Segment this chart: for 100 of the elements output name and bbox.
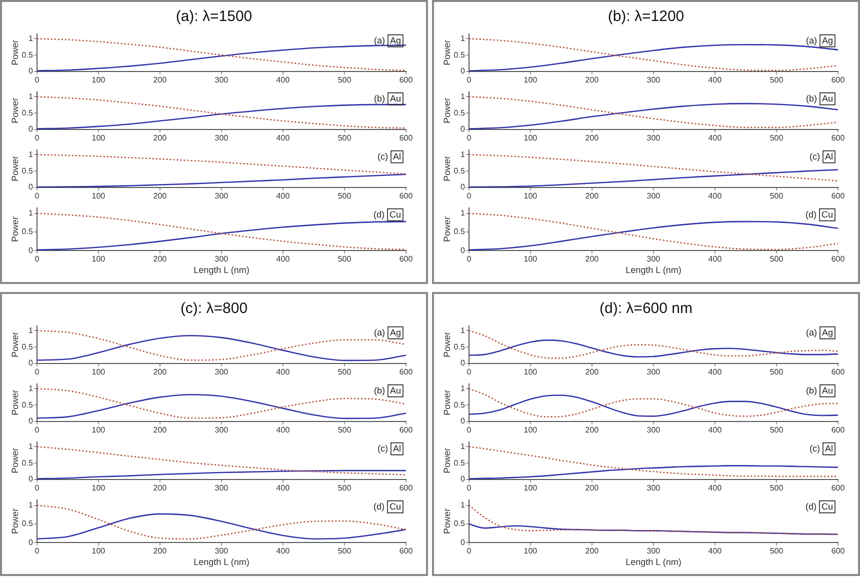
y-tick-label: 0 — [460, 416, 466, 426]
y-tick-label: 0.5 — [22, 166, 34, 176]
line-series — [468, 340, 838, 358]
x-axis-title: Length L (nm) — [626, 557, 682, 568]
x-tick-label: 100 — [524, 425, 538, 434]
y-tick-label: 1 — [460, 208, 466, 218]
y-tick-label: 0.5 — [22, 227, 34, 236]
y-tick-label: 1 — [28, 384, 34, 393]
annotation: (c) — [378, 443, 388, 454]
y-axis-title: Power — [10, 98, 20, 124]
x-tick-label: 200 — [585, 75, 600, 84]
x-tick-label: 0 — [34, 367, 40, 376]
y-axis-title: Power — [10, 390, 20, 416]
x-tick-label: 300 — [214, 425, 229, 434]
y-tick-label: 0 — [460, 474, 466, 484]
x-tick-label: 400 — [708, 546, 722, 556]
annotation: Al — [392, 151, 401, 162]
x-tick-label: 600 — [831, 191, 846, 200]
x-tick-label: 100 — [92, 367, 106, 376]
y-tick-label: 1 — [460, 500, 466, 510]
x-tick-label: 600 — [831, 133, 846, 142]
x-tick-label: 300 — [214, 367, 229, 376]
x-tick-label: 400 — [708, 367, 722, 376]
y-tick-label: 0 — [460, 182, 466, 192]
y-tick-label: 1 — [28, 442, 34, 451]
x-tick-label: 100 — [524, 367, 538, 376]
y-tick-label: 0 — [28, 538, 34, 547]
x-tick-label: 600 — [399, 546, 414, 556]
x-tick-label: 300 — [646, 133, 661, 142]
x-tick-label: 500 — [770, 546, 784, 556]
chart-title: (b): λ=1200 — [606, 7, 686, 27]
y-tick-label: 1 — [28, 34, 34, 43]
y-axis-title: Power — [442, 216, 452, 242]
y-tick-label: 1 — [28, 500, 34, 510]
line-series — [36, 513, 406, 540]
y-axis-title: Power — [10, 216, 20, 242]
annotation: (a) — [806, 35, 817, 46]
x-tick-label: 500 — [338, 191, 352, 200]
x-tick-label: 500 — [338, 367, 352, 376]
x-tick-label: 0 — [466, 546, 472, 556]
y-tick-label: 0.5 — [454, 166, 466, 176]
x-tick-label: 500 — [338, 75, 352, 84]
x-tick-label: 0 — [34, 254, 40, 264]
x-tick-label: 600 — [831, 75, 846, 84]
x-tick-label: 500 — [770, 483, 784, 492]
x-tick-label: 0 — [34, 483, 40, 492]
x-tick-label: 600 — [399, 367, 414, 376]
y-tick-label: 0 — [28, 416, 34, 426]
x-axis-title: Length L (nm) — [626, 265, 682, 276]
x-tick-label: 600 — [831, 483, 846, 492]
chart-title: (a): λ=1500 — [174, 7, 254, 27]
x-tick-label: 200 — [153, 75, 168, 84]
line-series — [468, 504, 838, 536]
x-tick-label: 100 — [524, 191, 538, 200]
line-series — [36, 154, 406, 175]
x-tick-label: 100 — [92, 75, 106, 84]
y-tick-label: 0 — [28, 182, 34, 192]
annotation: Ag — [822, 35, 833, 46]
x-tick-label: 0 — [34, 425, 40, 434]
y-tick-label: 0.5 — [22, 342, 34, 352]
annotation: Al — [824, 443, 833, 454]
x-tick-label: 600 — [399, 133, 414, 142]
x-tick-label: 600 — [831, 425, 846, 434]
x-tick-label: 300 — [646, 75, 661, 84]
y-tick-label: 1 — [28, 208, 34, 218]
x-tick-label: 300 — [214, 75, 229, 84]
annotation: (d) — [805, 209, 816, 220]
x-axis-title: Length L (nm) — [194, 557, 250, 568]
y-axis-title: Power — [442, 156, 452, 182]
line-series — [468, 388, 838, 418]
y-tick-label: 0.5 — [22, 50, 34, 60]
x-tick-label: 600 — [399, 75, 414, 84]
x-tick-label: 500 — [770, 133, 784, 142]
annotation: (b) — [374, 385, 385, 396]
y-tick-label: 0 — [460, 66, 466, 76]
x-tick-label: 400 — [276, 367, 290, 376]
y-axis-title: Power — [442, 98, 452, 124]
x-tick-label: 300 — [214, 483, 229, 492]
x-tick-label: 400 — [708, 75, 722, 84]
x-tick-label: 0 — [34, 546, 40, 556]
x-tick-label: 400 — [708, 254, 722, 264]
x-tick-label: 500 — [338, 133, 352, 142]
line-series — [468, 446, 838, 478]
line-series — [468, 523, 838, 536]
x-tick-label: 100 — [524, 133, 538, 142]
y-tick-label: 0 — [28, 474, 34, 484]
x-tick-label: 100 — [92, 191, 106, 200]
x-tick-label: 100 — [92, 254, 106, 264]
chart-title: (d): λ=600 nm — [598, 299, 694, 319]
x-tick-label: 200 — [153, 425, 168, 434]
x-tick-label: 100 — [92, 546, 106, 556]
y-axis-title: Power — [10, 508, 20, 534]
y-axis-title: Power — [10, 332, 20, 358]
line-series — [36, 330, 406, 361]
x-tick-label: 500 — [770, 75, 784, 84]
y-axis-title: Power — [442, 448, 452, 474]
x-tick-label: 0 — [466, 191, 472, 200]
annotation: (b) — [806, 385, 817, 396]
x-tick-label: 600 — [399, 254, 414, 264]
line-series — [36, 446, 406, 476]
